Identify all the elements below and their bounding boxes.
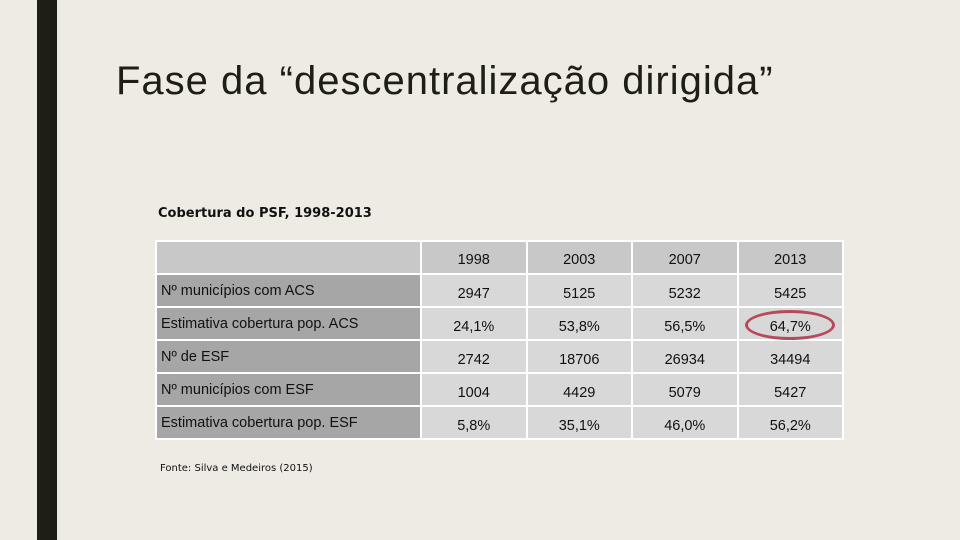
table-cell: 2742 xyxy=(420,339,528,374)
table-cell: 26934 xyxy=(631,339,739,374)
table-cell: 5,8% xyxy=(420,405,528,440)
table-cell: 5079 xyxy=(631,372,739,407)
table-caption: Cobertura do PSF, 1998-2013 xyxy=(158,206,372,221)
slide-title: Fase da “descentralização dirigida” xyxy=(116,59,774,103)
table-row: Nº municípios com ESF 1004 4429 5079 542… xyxy=(155,372,844,407)
row-label: Nº municípios com ACS xyxy=(155,273,422,308)
table-cell: 24,1% xyxy=(420,306,528,341)
table-cell: 35,1% xyxy=(525,405,633,440)
table-header-row: 1998 2003 2007 2013 xyxy=(155,240,844,275)
table-cell: 2947 xyxy=(420,273,528,308)
table-cell: 46,0% xyxy=(631,405,739,440)
table-cell: 1004 xyxy=(420,372,528,407)
table-cell: 18706 xyxy=(525,339,633,374)
row-label: Nº municípios com ESF xyxy=(155,372,422,407)
table-cell: 5232 xyxy=(631,273,739,308)
table-row: Estimativa cobertura pop. ESF 5,8% 35,1%… xyxy=(155,405,844,440)
table-row: Estimativa cobertura pop. ACS 24,1% 53,8… xyxy=(155,306,844,341)
table-cell: 5427 xyxy=(736,372,844,407)
left-accent-bar xyxy=(37,0,57,540)
header-cell-year: 2003 xyxy=(525,240,633,275)
source-citation: Fonte: Silva e Medeiros (2015) xyxy=(160,463,313,474)
coverage-table: 1998 2003 2007 2013 Nº municípios com AC… xyxy=(155,240,844,440)
header-cell-year: 1998 xyxy=(420,240,528,275)
table-row: Nº de ESF 2742 18706 26934 34494 xyxy=(155,339,844,374)
table-cell: 56,2% xyxy=(736,405,844,440)
table-cell: 4429 xyxy=(525,372,633,407)
table-cell: 56,5% xyxy=(631,306,739,341)
row-label: Nº de ESF xyxy=(155,339,422,374)
table-cell: 34494 xyxy=(736,339,844,374)
header-cell-empty xyxy=(155,240,422,275)
table-cell: 5125 xyxy=(525,273,633,308)
table-cell: 5425 xyxy=(736,273,844,308)
table-row: Nº municípios com ACS 2947 5125 5232 542… xyxy=(155,273,844,308)
header-cell-year: 2007 xyxy=(631,240,739,275)
table-cell: 53,8% xyxy=(525,306,633,341)
highlighted-value: 64,7% xyxy=(769,319,811,335)
row-label: Estimativa cobertura pop. ESF xyxy=(155,405,422,440)
header-cell-year: 2013 xyxy=(736,240,844,275)
row-label: Estimativa cobertura pop. ACS xyxy=(155,306,422,341)
highlighted-table-cell: 64,7% xyxy=(736,306,844,341)
